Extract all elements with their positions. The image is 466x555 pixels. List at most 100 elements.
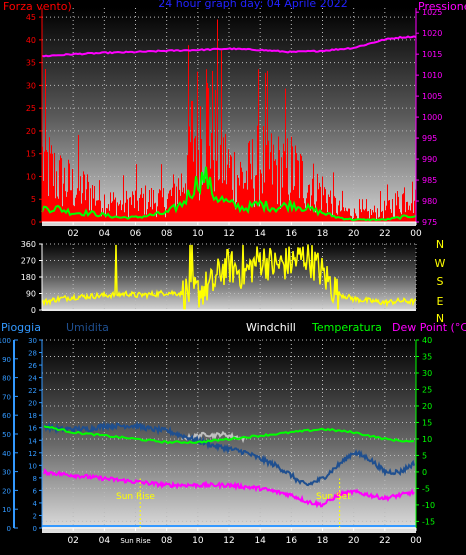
rain-tick-label: 50 [2, 431, 11, 439]
pressure-line [41, 35, 417, 58]
rain-tick-label: 100 [0, 337, 11, 345]
compass-label: W [435, 257, 446, 270]
rain-tick-label: 0 [7, 525, 11, 533]
time-tick-label: 14 [254, 229, 266, 239]
plot-area [41, 19, 417, 528]
humidity-tick-label: 22 [28, 387, 37, 395]
rain-tick-label: 30 [2, 469, 11, 477]
time-tick-label: 18 [317, 229, 329, 239]
pressure-tick-label: 1000 [422, 113, 442, 122]
humidity-line [43, 420, 415, 487]
compass-label: E [437, 295, 444, 308]
time-tick-label: 20 [348, 536, 360, 546]
rain-tick-label: 70 [2, 393, 11, 401]
wind-tick-label: 15 [26, 150, 36, 159]
pressure-tick-label: 985 [422, 176, 437, 185]
direction-tick-label: 90 [26, 290, 36, 299]
time-tick-label: 00 [410, 536, 422, 546]
wind-tick-label: 25 [26, 104, 36, 113]
chart-date-title: 24 hour graph day: 04 Aprile 2022 [158, 0, 347, 10]
pressure-tick-label: 990 [422, 155, 437, 164]
rain-tick-label: 40 [2, 450, 11, 458]
temp-tick-label: 5 [422, 451, 427, 460]
humidity-tick-label: 20 [28, 400, 37, 408]
wind-tick-label: 30 [26, 81, 36, 90]
humidity-tick-label: 10 [28, 462, 37, 470]
wind-tick-label: 5 [31, 195, 36, 204]
wind-tick-label: 35 [26, 59, 36, 68]
wind-tick-label: 0 [31, 218, 36, 227]
time-tick-label: 02 [67, 229, 78, 239]
direction-tick-label: 0 [31, 306, 36, 315]
time-tick-label: 00 [410, 229, 422, 239]
direction-tick-label: 270 [21, 257, 36, 266]
legend-pioggia: Pioggia [1, 321, 41, 334]
temp-tick-label: 25 [422, 385, 432, 394]
time-tick-label: 16 [286, 229, 298, 239]
wind-speed-axis-title: Forza vento) [3, 0, 72, 13]
pressure-tick-label: 1020 [422, 29, 442, 38]
temp-tick-label: -10 [422, 501, 435, 510]
time-tick-label: 02 [67, 536, 78, 546]
sun-rise-annotation: Sun Rise [116, 492, 155, 502]
pressure-tick-label: 980 [422, 197, 437, 206]
wind-average-line [41, 166, 417, 222]
direction-tick-label: 360 [21, 240, 36, 249]
temperature-line [43, 425, 415, 445]
temp-tick-label: 10 [422, 435, 432, 444]
direction-tick-label: 180 [21, 273, 36, 282]
humidity-tick-label: 18 [28, 412, 37, 420]
pressure-axis-title: Pressione [418, 0, 466, 13]
humidity-tick-label: 4 [33, 500, 38, 508]
time-tick-label: 20 [348, 229, 360, 239]
temp-tick-label: 40 [422, 336, 432, 345]
humidity-tick-label: 14 [28, 437, 37, 445]
dew-point-line [43, 468, 415, 509]
time-tick-label: 14 [254, 536, 266, 546]
legend-umidita: Umidita [66, 321, 109, 334]
humidity-tick-label: 8 [33, 475, 37, 483]
pressure-tick-label: 1010 [422, 71, 442, 80]
rain-tick-label: 20 [2, 487, 11, 495]
humidity-tick-label: 24 [28, 375, 37, 383]
time-tick-label: 16 [286, 536, 298, 546]
temp-tick-label: -15 [422, 517, 435, 526]
wind-tick-label: 45 [26, 13, 36, 22]
pressure-tick-label: 1005 [422, 92, 442, 101]
time-tick-label: 22 [379, 229, 390, 239]
time-tick-label: 04 [99, 229, 111, 239]
humidity-tick-label: 6 [33, 487, 38, 495]
pressure-tick-label: 1015 [422, 50, 442, 59]
humidity-tick-label: 30 [28, 337, 37, 345]
legend-windchill: Windchill [246, 321, 296, 334]
time-tick-label: 22 [379, 536, 390, 546]
temp-tick-label: 30 [422, 369, 432, 378]
time-tick-label: 10 [192, 229, 204, 239]
temp-tick-label: -5 [422, 484, 430, 493]
humidity-tick-label: 16 [28, 425, 37, 433]
legend-dew-point: Dew Point (°C) [392, 321, 466, 334]
pressure-tick-label: 1025 [422, 8, 442, 17]
compass-label: N [436, 238, 444, 251]
rain-tick-label: 90 [2, 356, 11, 364]
wind-tick-label: 20 [26, 127, 36, 136]
temp-tick-label: 15 [422, 418, 432, 427]
time-tick-label: 12 [223, 536, 234, 546]
temp-tick-label: 20 [422, 402, 432, 411]
legend-temperatura: Temperatura [311, 321, 382, 334]
pressure-tick-label: 975 [422, 218, 437, 227]
time-tick-label: 10 [192, 536, 204, 546]
humidity-tick-label: 2 [33, 512, 37, 520]
axes: 0510152025303540459759809859909951000100… [0, 8, 446, 546]
humidity-tick-label: 28 [28, 350, 37, 358]
temp-tick-label: 0 [422, 468, 427, 477]
humidity-tick-label: 26 [28, 362, 37, 370]
time-tick-label: 06 [130, 229, 142, 239]
compass-label: S [437, 275, 444, 288]
time-tick-label: Sun Rise [120, 537, 150, 545]
rain-tick-label: 80 [2, 375, 11, 383]
wind-tick-label: 40 [26, 36, 36, 45]
time-tick-label: 18 [317, 536, 329, 546]
wind-tick-label: 10 [26, 172, 36, 181]
